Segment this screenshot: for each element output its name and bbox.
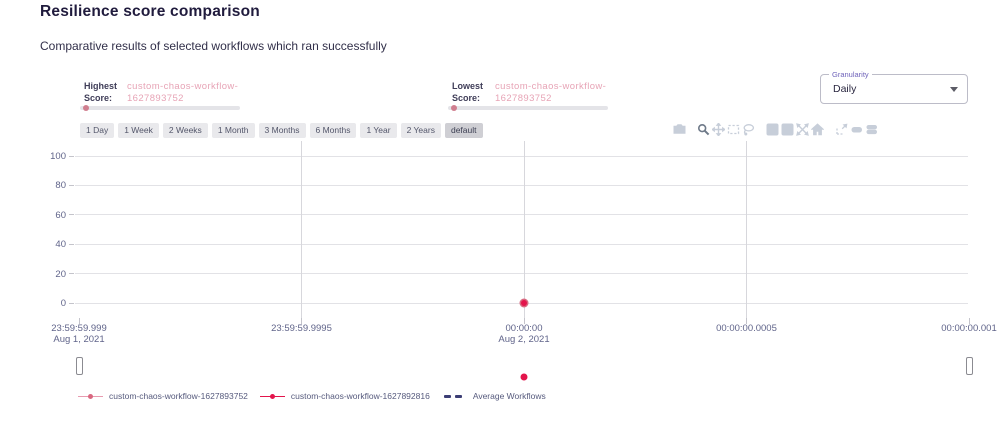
y-tick-80 [69, 184, 74, 186]
y-tick-100 [69, 155, 74, 157]
lowest-score-label-line1: Lowest [452, 81, 484, 91]
y-tick-20 [69, 273, 74, 275]
time-range-button-6-months[interactable]: 6 Months [309, 123, 357, 138]
camera-icon[interactable] [672, 122, 687, 136]
y-tick-label-40: 40 [55, 239, 66, 251]
y-gridline-100 [75, 155, 968, 157]
zoom-icon[interactable] [696, 122, 711, 136]
page-title: Resilience score comparison [40, 3, 260, 20]
y-gridline-20 [75, 273, 968, 275]
time-range-button-2-weeks[interactable]: 2 Weeks [162, 123, 208, 138]
time-range-button-1-week[interactable]: 1 Week [118, 123, 159, 138]
y-gridline-80 [75, 184, 968, 186]
x-tick-label-4: 00:00:00.001 [941, 323, 997, 334]
pan-icon[interactable] [711, 122, 726, 136]
x-gridline-1 [301, 141, 302, 318]
x-tick-date-2: Aug 2, 2021 [498, 334, 550, 345]
granularity-label: Granularity [829, 70, 872, 79]
legend-swatch [78, 392, 103, 401]
y-gridline-60 [75, 214, 968, 216]
x-gridline-3 [746, 141, 747, 318]
y-tick-0 [69, 302, 74, 304]
y-tick-label-20: 20 [55, 268, 66, 280]
y-tick-label-80: 80 [55, 180, 66, 192]
y-tick-label-0: 0 [60, 298, 66, 309]
modebar-group-dragmode [696, 122, 756, 136]
rangeslider-left-handle[interactable] [76, 357, 83, 375]
modebar-group-zoomlevel [765, 122, 825, 136]
show-closest-on-hover-icon[interactable] [849, 122, 864, 136]
time-range-button-3-months[interactable]: 3 Months [258, 123, 306, 138]
lowest-score-label-line2: Score: [452, 93, 481, 103]
x-tick-1 [301, 318, 302, 324]
highest-score-progress-bar [80, 105, 240, 111]
legend-label: custom-chaos-workflow-1627893752 [109, 391, 248, 401]
x-tick-label-2: 00:00:00 [505, 323, 543, 334]
x-tick-label-3: 00:00:00.0005 [716, 323, 777, 334]
legend-item-average-workflows[interactable]: Average Workflows [442, 391, 546, 401]
legend-item-custom-chaos-workflow-1627893752[interactable]: custom-chaos-workflow-1627893752 [78, 391, 248, 401]
box-select-icon[interactable] [726, 122, 741, 136]
chart-modebar [672, 122, 888, 136]
time-range-button-default[interactable]: default [444, 123, 483, 138]
toggle-spike-lines-icon[interactable] [834, 122, 849, 136]
time-range-button-1-year[interactable]: 1 Year [360, 123, 397, 138]
zoom-out-icon[interactable] [780, 122, 795, 136]
highest-score-workflow-name: custom-chaos-workflow- 1627893752 [127, 81, 277, 105]
legend-swatch [442, 392, 467, 401]
rangeslider-data-point [520, 373, 528, 381]
reset-axes-home-icon[interactable] [810, 122, 825, 136]
autoscale-icon[interactable] [795, 122, 810, 136]
y-tick-60 [69, 214, 74, 216]
legend-label: Average Workflows [472, 391, 546, 401]
granularity-value: Daily [833, 83, 857, 95]
time-range-button-2-years[interactable]: 2 Years [400, 123, 441, 138]
highest-workflow-line2: 1627893752 [127, 93, 184, 104]
time-range-button-1-month[interactable]: 1 Month [211, 123, 255, 138]
x-tick-0 [78, 318, 80, 324]
y-tick-label-100: 100 [50, 151, 66, 162]
modebar-group-snapshot [672, 122, 687, 136]
x-tick-3 [746, 318, 747, 324]
highest-workflow-line1: custom-chaos-workflow- [127, 81, 239, 92]
legend-swatch [259, 392, 285, 401]
granularity-select[interactable]: Granularity Daily [820, 70, 968, 104]
compare-data-on-hover-icon[interactable] [864, 122, 879, 136]
rangeslider-right-handle[interactable] [966, 357, 973, 375]
highest-score-label-line1: Highest [84, 81, 118, 91]
x-tick-date-0: Aug 1, 2021 [53, 334, 105, 345]
zoom-in-icon[interactable] [765, 122, 780, 136]
chevron-down-icon [950, 87, 958, 92]
lowest-score-label: Lowest Score: [452, 80, 492, 104]
page-subtitle: Comparative results of selected workflow… [40, 39, 387, 53]
lowest-score-workflow-name: custom-chaos-workflow- 1627893752 [495, 81, 645, 105]
y-gridline-40 [75, 243, 968, 245]
data-point-custom-chaos-workflow-1627892816[interactable] [521, 300, 527, 306]
lowest-score-progress-bar [448, 105, 608, 111]
highest-score-progress-dot [83, 105, 90, 111]
highest-score-label-line2: Score: [84, 93, 113, 103]
time-range-button-group: 1 Day 1 Week 2 Weeks 1 Month 3 Months 6 Month… [80, 123, 483, 138]
y-tick-40 [69, 243, 74, 245]
modebar-group-hover [834, 122, 879, 136]
y-tick-label-60: 60 [55, 209, 66, 221]
lasso-select-icon[interactable] [741, 122, 756, 136]
time-range-button-1-day[interactable]: 1 Day [80, 123, 115, 138]
chart-legend: custom-chaos-workflow-1627893752 custom-c… [78, 391, 552, 401]
legend-item-custom-chaos-workflow-1627892816[interactable]: custom-chaos-workflow-1627892816 [259, 391, 430, 401]
legend-label: custom-chaos-workflow-1627892816 [290, 391, 430, 401]
lowest-workflow-line1: custom-chaos-workflow- [495, 81, 607, 92]
highest-score-label: Highest Score: [84, 80, 124, 104]
x-tick-4 [968, 318, 970, 324]
x-tick-label-1: 23:59:59.9995 [271, 323, 332, 334]
lowest-workflow-line2: 1627893752 [495, 93, 552, 104]
lowest-score-progress-dot [451, 105, 458, 111]
x-tick-2 [523, 318, 525, 324]
x-gridline-2 [523, 141, 525, 318]
x-tick-label-0: 23:59:59.999 [51, 323, 107, 334]
